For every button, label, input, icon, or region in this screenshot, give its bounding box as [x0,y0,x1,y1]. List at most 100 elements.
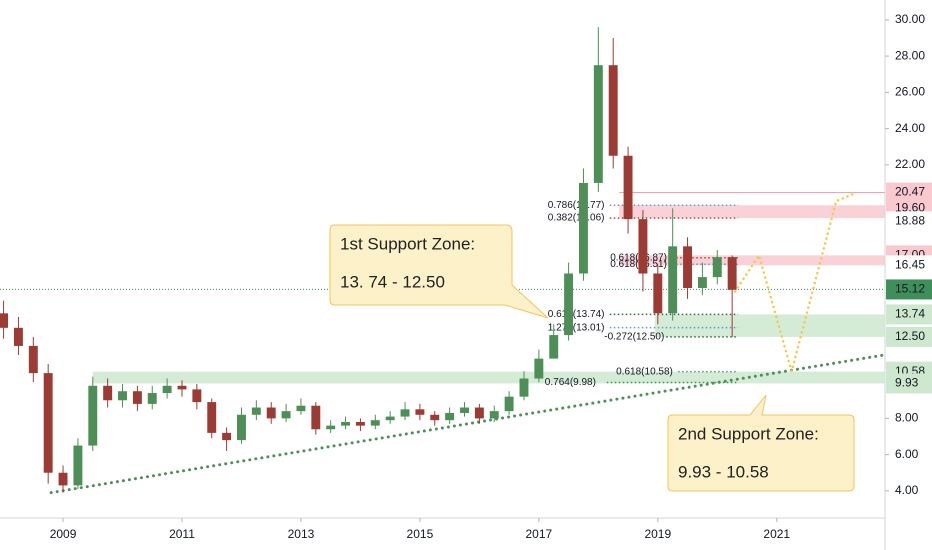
candle-body [370,420,380,426]
candle-body [593,65,603,183]
candle-body [445,412,455,421]
price-label: 20.47 [895,185,925,199]
candle-body [712,257,722,278]
candle-body [578,182,588,274]
fib-label: 0.786(19.77) [548,200,605,211]
candle-body [638,219,648,274]
price-label: 18.88 [895,213,925,227]
candle-body [549,335,559,359]
y-tick-label: 22.00 [895,157,925,171]
candle-body [222,432,232,441]
candle-body [118,391,127,401]
x-tick-label: 2011 [169,527,195,541]
candle-body [519,378,529,397]
callout-text: 9.93 - 10.58 [678,462,769,481]
candle-body [192,389,202,403]
candle-body [489,411,499,419]
candle-body [355,422,365,426]
candle-body [43,373,53,473]
price-label: 13.74 [895,307,925,321]
candle-body [162,385,172,394]
candle-body [237,414,246,441]
last-price-label: 15.12 [895,282,925,296]
y-tick-label: 6.00 [895,447,919,461]
price-label-box [886,182,932,203]
x-tick-label: 2021 [763,527,790,541]
callout-title: 2nd Support Zone: [678,424,819,443]
candle-body [623,155,633,220]
callout-box [329,224,549,319]
candle-body [460,407,469,413]
price-label-box [886,211,932,232]
y-tick-label: 4.00 [895,483,919,497]
candle-body [311,405,321,430]
candle-body [415,409,425,415]
candle-body [326,425,336,430]
price-label-box [886,326,932,347]
fib-label: 1.272(13.01) [548,322,605,333]
y-tick-label: 8.00 [895,411,919,425]
candle-body [296,405,306,412]
candle-body [534,358,544,379]
price-label-box [886,373,932,394]
price-label: 19.60 [895,200,925,214]
price-label-box [886,304,932,325]
candle-body [430,414,440,421]
candle-body [697,277,707,288]
candle-body [207,402,217,433]
callout-title: 1st Support Zone: [340,234,475,253]
fib-label: 0.618(13.74) [548,309,605,320]
price-label: 9.93 [895,376,919,390]
candle-body [251,407,261,415]
candle-body [341,422,351,426]
candle-body [668,246,678,314]
fib-label: 0.382(19.06) [548,213,605,224]
zone [619,205,885,219]
x-tick-label: 2017 [525,527,552,541]
price-label: 12.50 [895,329,925,343]
y-tick-label: 28.00 [895,48,925,62]
candle-body [385,416,395,421]
candle-body [73,445,83,486]
candle-body [13,327,23,346]
y-tick-label: 30.00 [895,12,925,26]
trendline [49,353,886,495]
zone [92,371,886,384]
y-tick-label: 26.00 [895,85,925,99]
price-label: 16.45 [895,258,925,272]
last-price-box [886,279,932,300]
callout-text: 13. 74 - 12.50 [340,272,445,291]
candle-body [58,472,68,486]
candle-body [504,396,514,412]
candle-body [103,385,113,401]
price-label-box [886,255,932,276]
callout-box [667,394,855,492]
projection-path [733,192,856,377]
fib-label: 0.618(10.58) [616,366,673,377]
candle-body [177,385,187,390]
candle-body [147,393,157,404]
zone [619,255,885,266]
candle-body [608,65,618,156]
x-tick-label: 2009 [50,527,77,541]
candle-body [653,273,663,314]
zone [654,314,885,337]
candle-body [683,246,693,288]
fib-label: 0.764(9.98) [545,377,596,388]
x-tick-label: 2013 [288,527,315,541]
candle-body [727,257,737,290]
candle-body [281,411,291,419]
candle-body [266,407,276,419]
candle-body [0,313,9,328]
x-tick-label: 2019 [644,527,671,541]
x-tick-label: 2015 [407,527,434,541]
candle-body [400,409,410,417]
candle-body [132,391,142,404]
y-tick-label: 24.00 [895,121,925,135]
candle-body [28,345,38,374]
fib-label: -0.272(12.50) [604,332,664,343]
candle-body [88,385,98,446]
candle-body [564,273,574,336]
